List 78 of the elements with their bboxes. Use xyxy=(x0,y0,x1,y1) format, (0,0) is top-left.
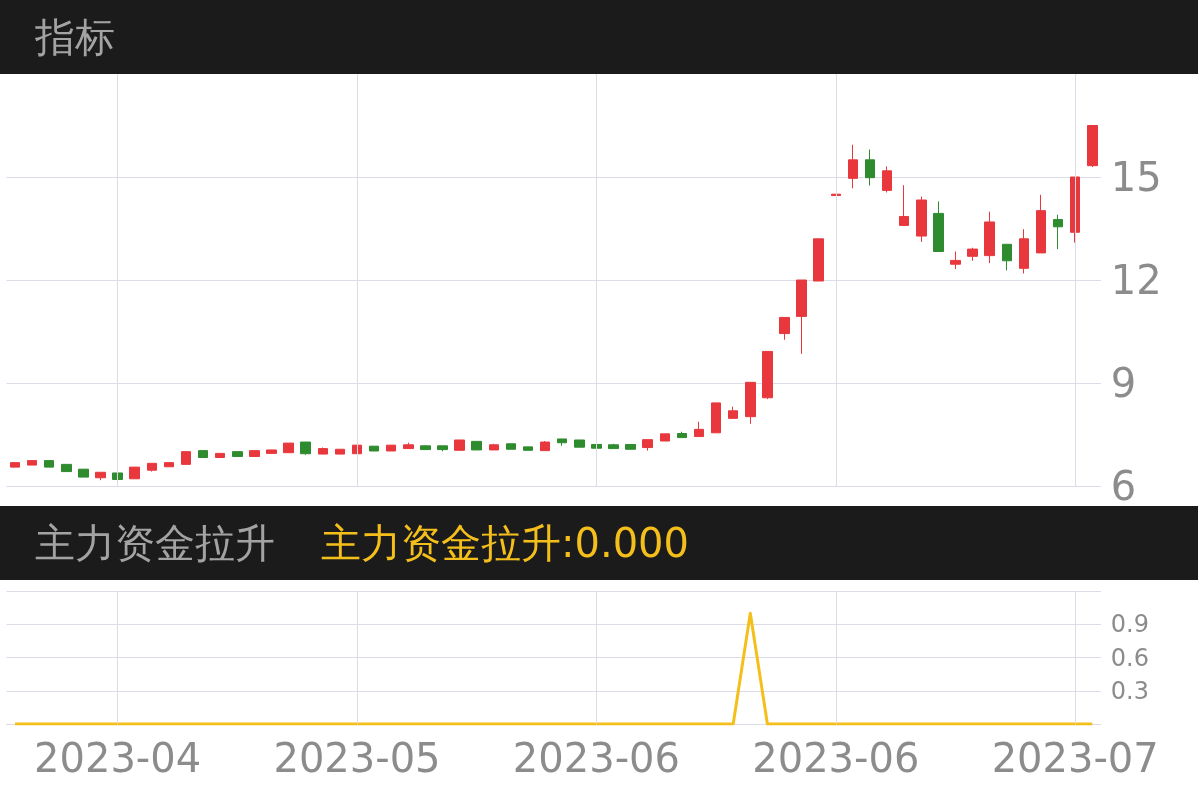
candlestick xyxy=(215,452,225,458)
y-tick-label: 0.6 xyxy=(1110,643,1150,672)
candlestick xyxy=(129,466,140,480)
candlestick xyxy=(540,440,550,452)
candlestick xyxy=(471,440,482,451)
candlestick xyxy=(10,462,20,468)
candlestick xyxy=(266,449,277,455)
candlestick xyxy=(78,468,89,478)
candlestick xyxy=(335,448,345,455)
candlestick xyxy=(232,451,243,457)
candlestick xyxy=(899,184,909,226)
candlestick xyxy=(762,350,773,400)
candlestick xyxy=(27,460,37,466)
candlestick xyxy=(1019,228,1029,274)
y-tick-label: 6 xyxy=(1110,463,1137,509)
candlestick xyxy=(711,402,721,434)
candlestick xyxy=(318,447,328,455)
candlestick xyxy=(779,316,790,341)
candlestick xyxy=(608,443,619,450)
candlestick xyxy=(642,439,653,452)
y-tick-label: 0.9 xyxy=(1110,610,1150,639)
candlestick xyxy=(848,144,858,189)
candlestick xyxy=(728,406,738,419)
chart-title: 主力资金拉升 xyxy=(35,518,275,568)
candlestick xyxy=(984,211,995,264)
y-tick-label: 15 xyxy=(1110,154,1162,200)
y-tick-label: 0.3 xyxy=(1110,676,1150,705)
text: 主力资金拉升:0.000 xyxy=(321,518,689,568)
y-tick-label: 12 xyxy=(1110,257,1162,303)
candlestick xyxy=(933,200,944,252)
candlestick xyxy=(249,450,260,457)
candlestick xyxy=(198,450,208,458)
candlestick xyxy=(882,165,892,193)
candlestick xyxy=(950,251,961,270)
candlestick xyxy=(1002,243,1012,271)
candlestick xyxy=(164,462,174,468)
candlestick xyxy=(967,247,978,262)
candlestick xyxy=(95,471,106,481)
candlestick xyxy=(745,381,756,425)
x-tick-label: 2023-06 xyxy=(512,735,680,781)
candlestick xyxy=(1087,125,1098,168)
candlestick xyxy=(112,472,123,481)
y-tick-label: 9 xyxy=(1110,360,1137,406)
candlestick xyxy=(916,196,927,243)
x-tick-label: 2023-04 xyxy=(34,735,202,781)
x-tick-label: 2023-05 xyxy=(273,735,441,781)
chart-title: 指标 xyxy=(35,12,115,62)
candlestick xyxy=(147,462,157,473)
candlestick xyxy=(369,445,379,452)
candlestick xyxy=(574,439,585,448)
candlestick xyxy=(300,441,311,456)
candlestick xyxy=(454,439,465,451)
candlestick xyxy=(352,444,362,455)
candlestick xyxy=(677,431,687,439)
candlestick xyxy=(557,438,567,447)
candlestick xyxy=(625,443,636,450)
candlestick xyxy=(506,443,516,450)
candlestick xyxy=(796,279,807,355)
candlestick xyxy=(1070,176,1080,244)
candlestick xyxy=(523,446,533,451)
candlestick xyxy=(694,421,704,438)
candlestick xyxy=(61,463,72,473)
x-tick-label: 2023-07 xyxy=(991,735,1159,781)
candlestick xyxy=(865,149,875,187)
candlestick xyxy=(813,238,824,282)
candlestick xyxy=(660,433,670,442)
candlestick xyxy=(283,442,294,454)
x-tick-label: 2023-06 xyxy=(752,735,920,781)
candlestick xyxy=(591,443,602,449)
candlestick xyxy=(181,451,191,465)
candlestick xyxy=(44,460,54,468)
candlestick xyxy=(1053,214,1063,250)
candlestick xyxy=(403,442,414,450)
candlestick xyxy=(1036,194,1046,254)
candlestick xyxy=(386,444,396,452)
candlestick xyxy=(489,443,499,451)
candlestick xyxy=(420,444,431,451)
candlestick xyxy=(437,445,448,452)
